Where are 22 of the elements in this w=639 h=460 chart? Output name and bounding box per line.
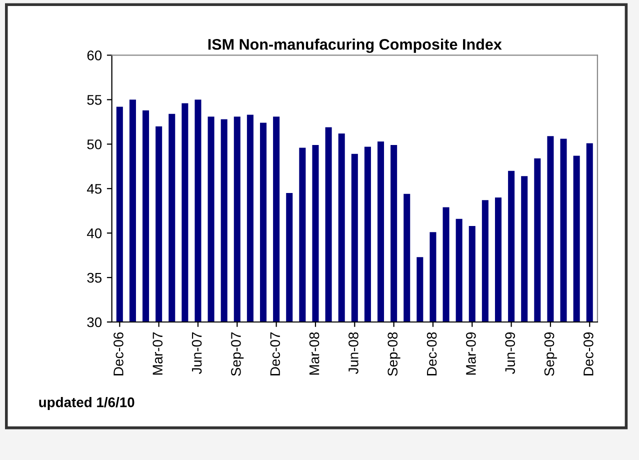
x-tick-label: Mar-07 <box>152 332 163 375</box>
x-tick-label: Dec-08 <box>426 332 437 376</box>
x-tick-label: Sep-08 <box>388 332 400 376</box>
x-tick-label: Dec-06 <box>114 332 124 376</box>
y-tick-label: 50 <box>87 139 102 150</box>
x-tick-label: Jun-07 <box>192 332 202 374</box>
x-tick-label: Jun-09 <box>505 332 516 374</box>
y-tick-label: 35 <box>87 272 102 283</box>
text: updated 1/6/10 <box>39 397 134 410</box>
x-tick-label: Sep-07 <box>231 332 244 376</box>
y-tick-label: 40 <box>86 228 102 238</box>
x-tick-label: Mar-09 <box>466 332 476 375</box>
y-tick-label: 30 <box>87 317 102 328</box>
y-tick-label: 55 <box>87 95 102 105</box>
x-tick-label: Jun-08 <box>348 332 358 374</box>
y-tick-label: 60 <box>87 50 102 60</box>
x-tick-label: Dec-07 <box>270 332 280 376</box>
x-tick-label: Mar-08 <box>309 332 320 375</box>
x-tick-label: Dec-09 <box>584 332 594 376</box>
y-tick-label: 45 <box>86 184 102 194</box>
chart-title: ISM Non-manufacuring Composite Index <box>208 38 502 53</box>
x-tick-label: Sep-09 <box>544 332 557 376</box>
